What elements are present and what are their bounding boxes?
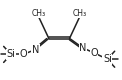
Text: N: N [79, 43, 87, 53]
Text: Si: Si [103, 54, 112, 64]
Text: CH₃: CH₃ [72, 9, 86, 18]
Text: N: N [32, 45, 39, 55]
Text: Si: Si [7, 49, 15, 59]
Text: CH₃: CH₃ [32, 9, 46, 18]
Text: O: O [90, 48, 98, 58]
Text: O: O [19, 49, 27, 59]
